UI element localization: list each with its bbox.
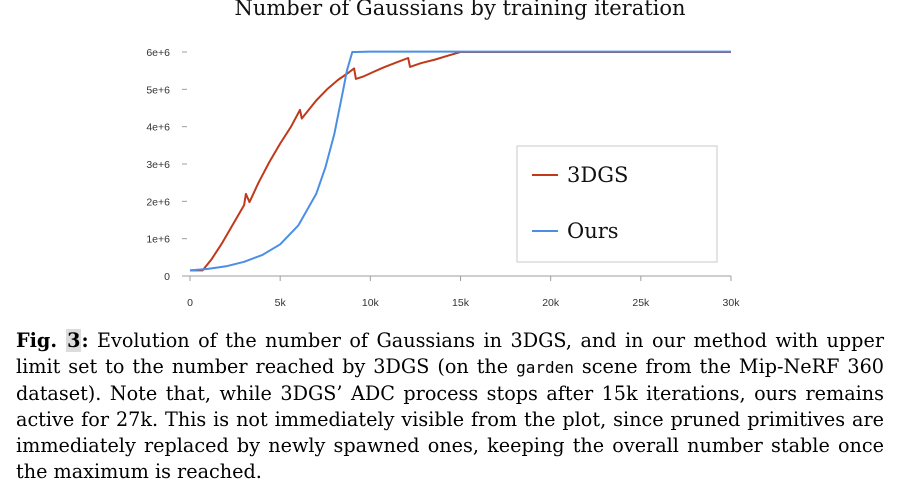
y-tick-label: 6e+6 (146, 47, 170, 59)
gaussian-count-chart: Number of Gaussians by training iteratio… (146, 0, 740, 309)
chart-title: Number of Gaussians by training iteratio… (234, 0, 685, 20)
caption-text-after: scene from the Mip-NeRF 360 dataset). No… (16, 355, 884, 483)
axes: 0 5k 10k 15k 20k 25k 30k 0 1e+6 2e+6 3e+6 4e+6 5e+6 6… (146, 47, 740, 309)
x-tick-label: 10k (362, 297, 380, 309)
figure-number: 3 (66, 329, 82, 352)
figure-caption: Fig. 3: Evolution of the number of Gauss… (16, 328, 884, 485)
x-tick-label: 30k (723, 297, 741, 309)
x-tick-label: 15k (452, 297, 470, 309)
x-tick-label: 5k (275, 297, 287, 309)
legend-label-3dgs: 3DGS (567, 163, 628, 187)
x-tick-label: 25k (632, 297, 650, 309)
series-lines (189, 50, 731, 272)
y-tick-label: 1e+6 (146, 234, 170, 246)
caption-scene-name: garden (516, 358, 574, 377)
legend-label-ours: Ours (567, 219, 619, 243)
series-line-3dgs (190, 51, 731, 272)
y-tick-label: 3e+6 (146, 159, 170, 171)
y-tick-label: 5e+6 (146, 84, 170, 96)
figure-label: Fig. 3: (16, 329, 89, 352)
x-tick-label: 20k (542, 297, 560, 309)
legend: 3DGS Ours (516, 145, 718, 263)
y-tick-label: 2e+6 (146, 196, 170, 208)
y-tick-label: 4e+6 (146, 122, 170, 134)
caption-text-before: Evolution of the number of Gaussians in … (16, 329, 884, 378)
legend-box (516, 145, 718, 263)
y-tick-label: 0 (164, 271, 170, 283)
x-tick-label: 0 (187, 297, 193, 309)
series-line-ours (189, 50, 731, 272)
figure-label-prefix: Fig. (16, 329, 58, 352)
figure-label-suffix: : (81, 329, 89, 352)
